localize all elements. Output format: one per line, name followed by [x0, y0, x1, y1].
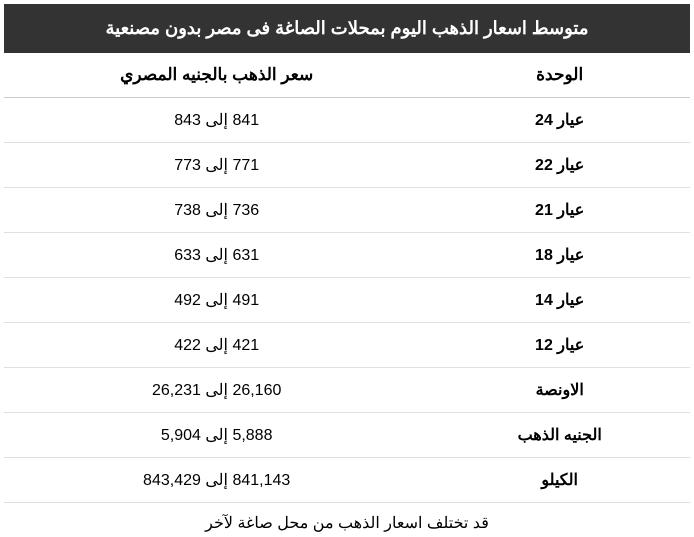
table-row: عيار 14 491 إلى 492: [4, 278, 690, 323]
unit-cell: الجنيه الذهب: [429, 413, 690, 458]
footer-note: قد تختلف اسعار الذهب من محل صاغة لآخر: [4, 503, 690, 533]
unit-cell: عيار 18: [429, 233, 690, 278]
unit-cell: عيار 24: [429, 98, 690, 143]
price-cell: 491 إلى 492: [4, 278, 429, 323]
table-row: عيار 12 421 إلى 422: [4, 323, 690, 368]
gold-price-table: الوحدة سعر الذهب بالجنيه المصري عيار 24 …: [4, 53, 690, 503]
table-row: الكيلو 841,143 إلى 843,429: [4, 458, 690, 503]
col-unit-header: الوحدة: [429, 53, 690, 98]
price-cell: 631 إلى 633: [4, 233, 429, 278]
unit-cell: عيار 22: [429, 143, 690, 188]
table-row: الاونصة 26,160 إلى 26,231: [4, 368, 690, 413]
table-header-row: الوحدة سعر الذهب بالجنيه المصري: [4, 53, 690, 98]
table-body: عيار 24 841 إلى 843 عيار 22 771 إلى 773 …: [4, 98, 690, 503]
price-cell: 841,143 إلى 843,429: [4, 458, 429, 503]
col-price-header: سعر الذهب بالجنيه المصري: [4, 53, 429, 98]
table-row: عيار 24 841 إلى 843: [4, 98, 690, 143]
table-row: عيار 21 736 إلى 738: [4, 188, 690, 233]
table-row: عيار 18 631 إلى 633: [4, 233, 690, 278]
table-row: الجنيه الذهب 5,888 إلى 5,904: [4, 413, 690, 458]
price-cell: 736 إلى 738: [4, 188, 429, 233]
price-cell: 771 إلى 773: [4, 143, 429, 188]
price-cell: 841 إلى 843: [4, 98, 429, 143]
unit-cell: الكيلو: [429, 458, 690, 503]
price-cell: 421 إلى 422: [4, 323, 429, 368]
table-row: عيار 22 771 إلى 773: [4, 143, 690, 188]
price-cell: 26,160 إلى 26,231: [4, 368, 429, 413]
unit-cell: عيار 14: [429, 278, 690, 323]
table-title: متوسط اسعار الذهب اليوم بمحلات الصاغة فى…: [4, 4, 690, 53]
unit-cell: عيار 21: [429, 188, 690, 233]
price-cell: 5,888 إلى 5,904: [4, 413, 429, 458]
unit-cell: الاونصة: [429, 368, 690, 413]
gold-price-container: متوسط اسعار الذهب اليوم بمحلات الصاغة فى…: [0, 0, 694, 537]
unit-cell: عيار 12: [429, 323, 690, 368]
